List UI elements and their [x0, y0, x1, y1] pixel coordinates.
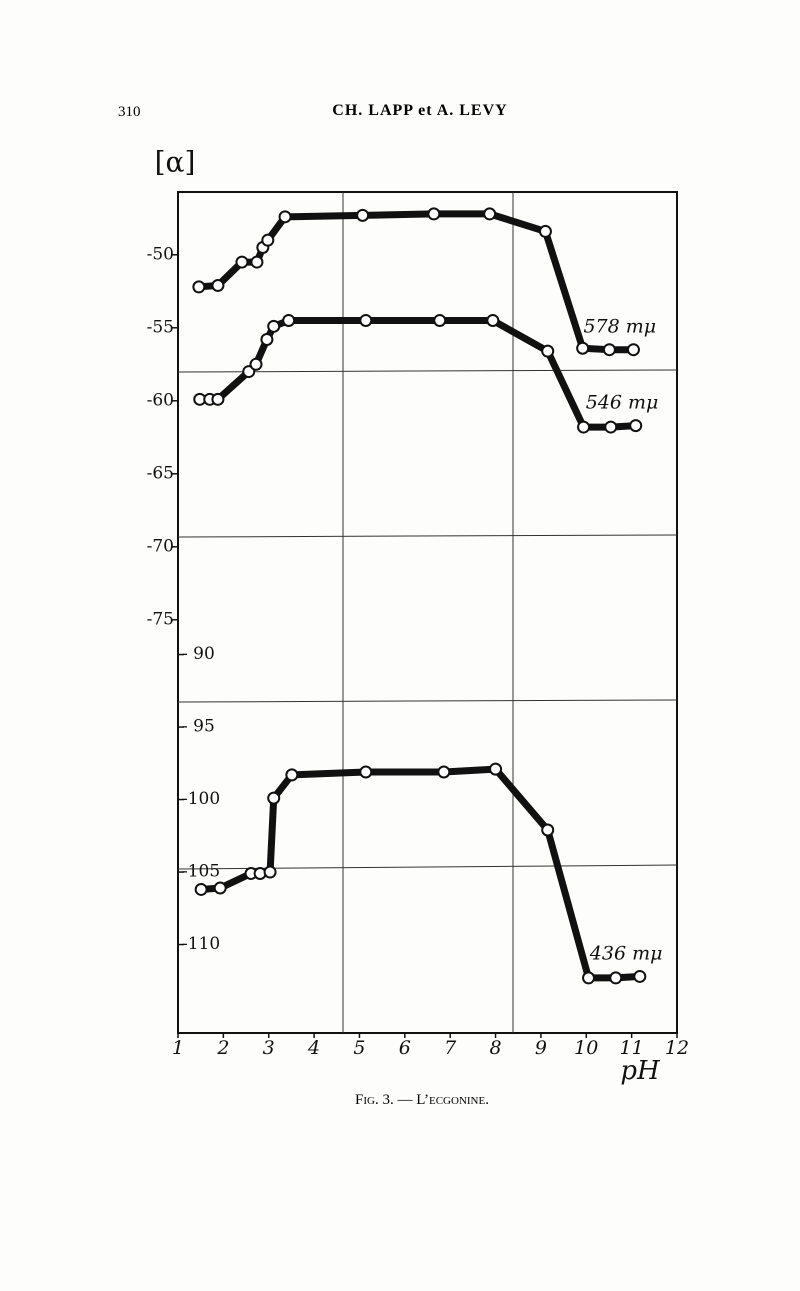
data-point [260, 332, 274, 346]
page-number: 310 [118, 104, 141, 120]
data-point [356, 208, 370, 222]
x-tick-label: 4 [307, 1037, 320, 1059]
x-tick-label: 8 [489, 1037, 501, 1059]
data-point [541, 344, 555, 358]
running-head: CH. LAPP et A. LEVY [332, 102, 508, 119]
y-tick-label: -70 [147, 536, 174, 556]
x-tick-label: 10 [574, 1037, 598, 1059]
y-tick-label: -100 [182, 789, 220, 809]
data-point [249, 357, 263, 371]
y-axis-title: [α] [155, 146, 196, 179]
y-tick-label: - 90 [182, 644, 215, 664]
data-point [261, 233, 275, 247]
data-point [282, 313, 296, 327]
data-point [541, 823, 555, 837]
x-axis-title: pH [620, 1056, 661, 1086]
data-point [213, 881, 227, 895]
data-point [267, 319, 281, 333]
data-point [278, 210, 292, 224]
paper-line [177, 369, 678, 373]
data-point [211, 278, 225, 292]
data-point [211, 392, 225, 406]
figure-caption: Fig. 3. — L’ecgonine. [355, 1092, 489, 1108]
data-point [359, 765, 373, 779]
data-point [250, 255, 264, 269]
data-point [626, 343, 640, 357]
data-point [577, 420, 591, 434]
y-tick-label: -55 [147, 317, 174, 337]
series-label: 546 mμ [586, 392, 659, 414]
data-point [633, 969, 647, 983]
y-tick-label: -65 [147, 463, 174, 483]
x-tick-label: 5 [353, 1037, 365, 1059]
data-point [486, 313, 500, 327]
x-tick-label: 6 [399, 1037, 411, 1059]
x-tick-label: 9 [535, 1037, 547, 1059]
data-point [582, 971, 596, 985]
data-point [267, 791, 281, 805]
data-point [609, 971, 623, 985]
data-point [604, 420, 618, 434]
plot-frame [177, 191, 678, 1034]
data-point [433, 313, 447, 327]
data-point [489, 762, 503, 776]
series-line [198, 210, 634, 354]
data-point [538, 224, 552, 238]
data-point [437, 765, 451, 779]
x-tick-label: 1 [172, 1037, 184, 1059]
x-tick-label: 3 [263, 1037, 275, 1059]
series-label: 436 mμ [589, 942, 663, 964]
data-point [263, 865, 277, 879]
data-point [194, 882, 208, 896]
x-tick-label: 11 [620, 1037, 644, 1059]
y-tick-label: -105 [182, 862, 220, 882]
series-label: 578 mμ [583, 316, 656, 338]
y-tick-label: - 95 [182, 717, 215, 737]
data-point [235, 255, 249, 269]
data-point [576, 341, 590, 355]
data-point [629, 419, 643, 433]
data-point [285, 768, 299, 782]
data-point [427, 207, 441, 221]
data-point [359, 313, 373, 327]
y-tick-label: -75 [147, 609, 174, 629]
x-tick-label: 12 [665, 1037, 689, 1059]
data-point [483, 207, 497, 221]
paper-line [177, 699, 678, 703]
y-tick-label: -60 [147, 390, 174, 410]
x-tick-label: 7 [444, 1037, 457, 1059]
data-point [192, 280, 206, 294]
x-tick-label: 2 [216, 1037, 229, 1059]
y-tick-label: -50 [147, 244, 174, 264]
paper-line [177, 534, 678, 538]
data-point [602, 343, 616, 357]
y-tick-label: -110 [182, 934, 220, 954]
